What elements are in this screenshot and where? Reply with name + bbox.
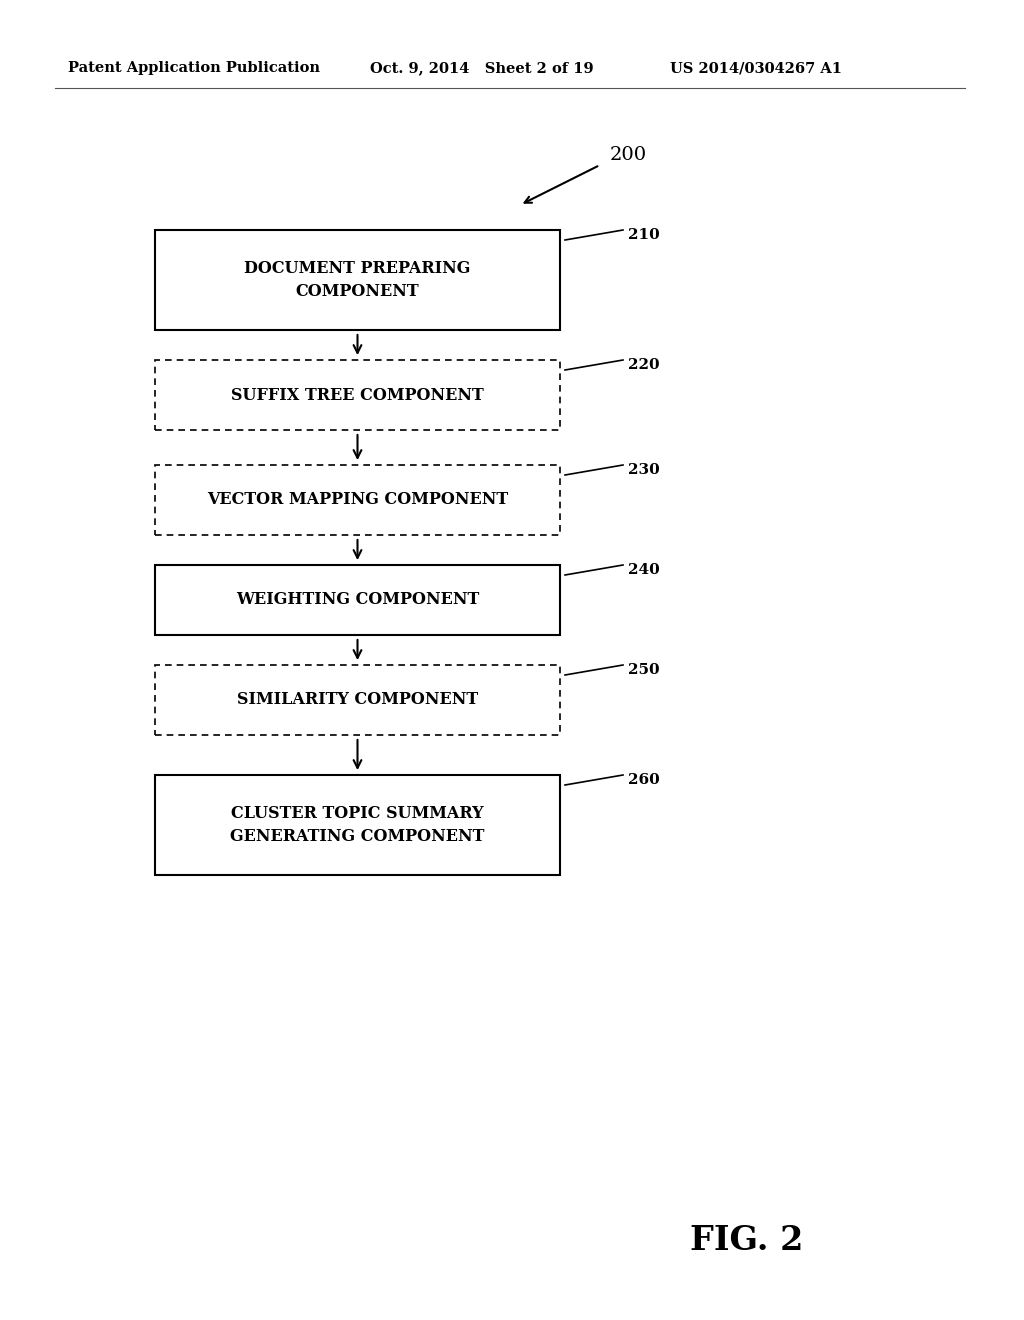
Text: 260: 260 — [628, 774, 659, 787]
Text: Patent Application Publication: Patent Application Publication — [68, 61, 319, 75]
Text: 220: 220 — [628, 358, 659, 372]
Text: 200: 200 — [610, 147, 647, 164]
Text: VECTOR MAPPING COMPONENT: VECTOR MAPPING COMPONENT — [207, 491, 508, 508]
Text: 230: 230 — [628, 463, 659, 477]
Text: 240: 240 — [628, 564, 659, 577]
Bar — [155, 465, 560, 535]
Text: US 2014/0304267 A1: US 2014/0304267 A1 — [670, 61, 842, 75]
Text: DOCUMENT PREPARING
COMPONENT: DOCUMENT PREPARING COMPONENT — [245, 260, 471, 300]
Text: WEIGHTING COMPONENT: WEIGHTING COMPONENT — [236, 591, 479, 609]
Bar — [155, 565, 560, 635]
Bar — [155, 665, 560, 735]
Text: SIMILARITY COMPONENT: SIMILARITY COMPONENT — [237, 692, 478, 709]
Text: FIG. 2: FIG. 2 — [690, 1224, 804, 1257]
Bar — [155, 230, 560, 330]
Bar — [155, 360, 560, 430]
Text: Oct. 9, 2014   Sheet 2 of 19: Oct. 9, 2014 Sheet 2 of 19 — [370, 61, 594, 75]
Bar — [155, 775, 560, 875]
Text: CLUSTER TOPIC SUMMARY
GENERATING COMPONENT: CLUSTER TOPIC SUMMARY GENERATING COMPONE… — [230, 805, 484, 845]
Text: 210: 210 — [628, 228, 659, 242]
Text: SUFFIX TREE COMPONENT: SUFFIX TREE COMPONENT — [231, 387, 484, 404]
Text: 250: 250 — [628, 663, 659, 677]
